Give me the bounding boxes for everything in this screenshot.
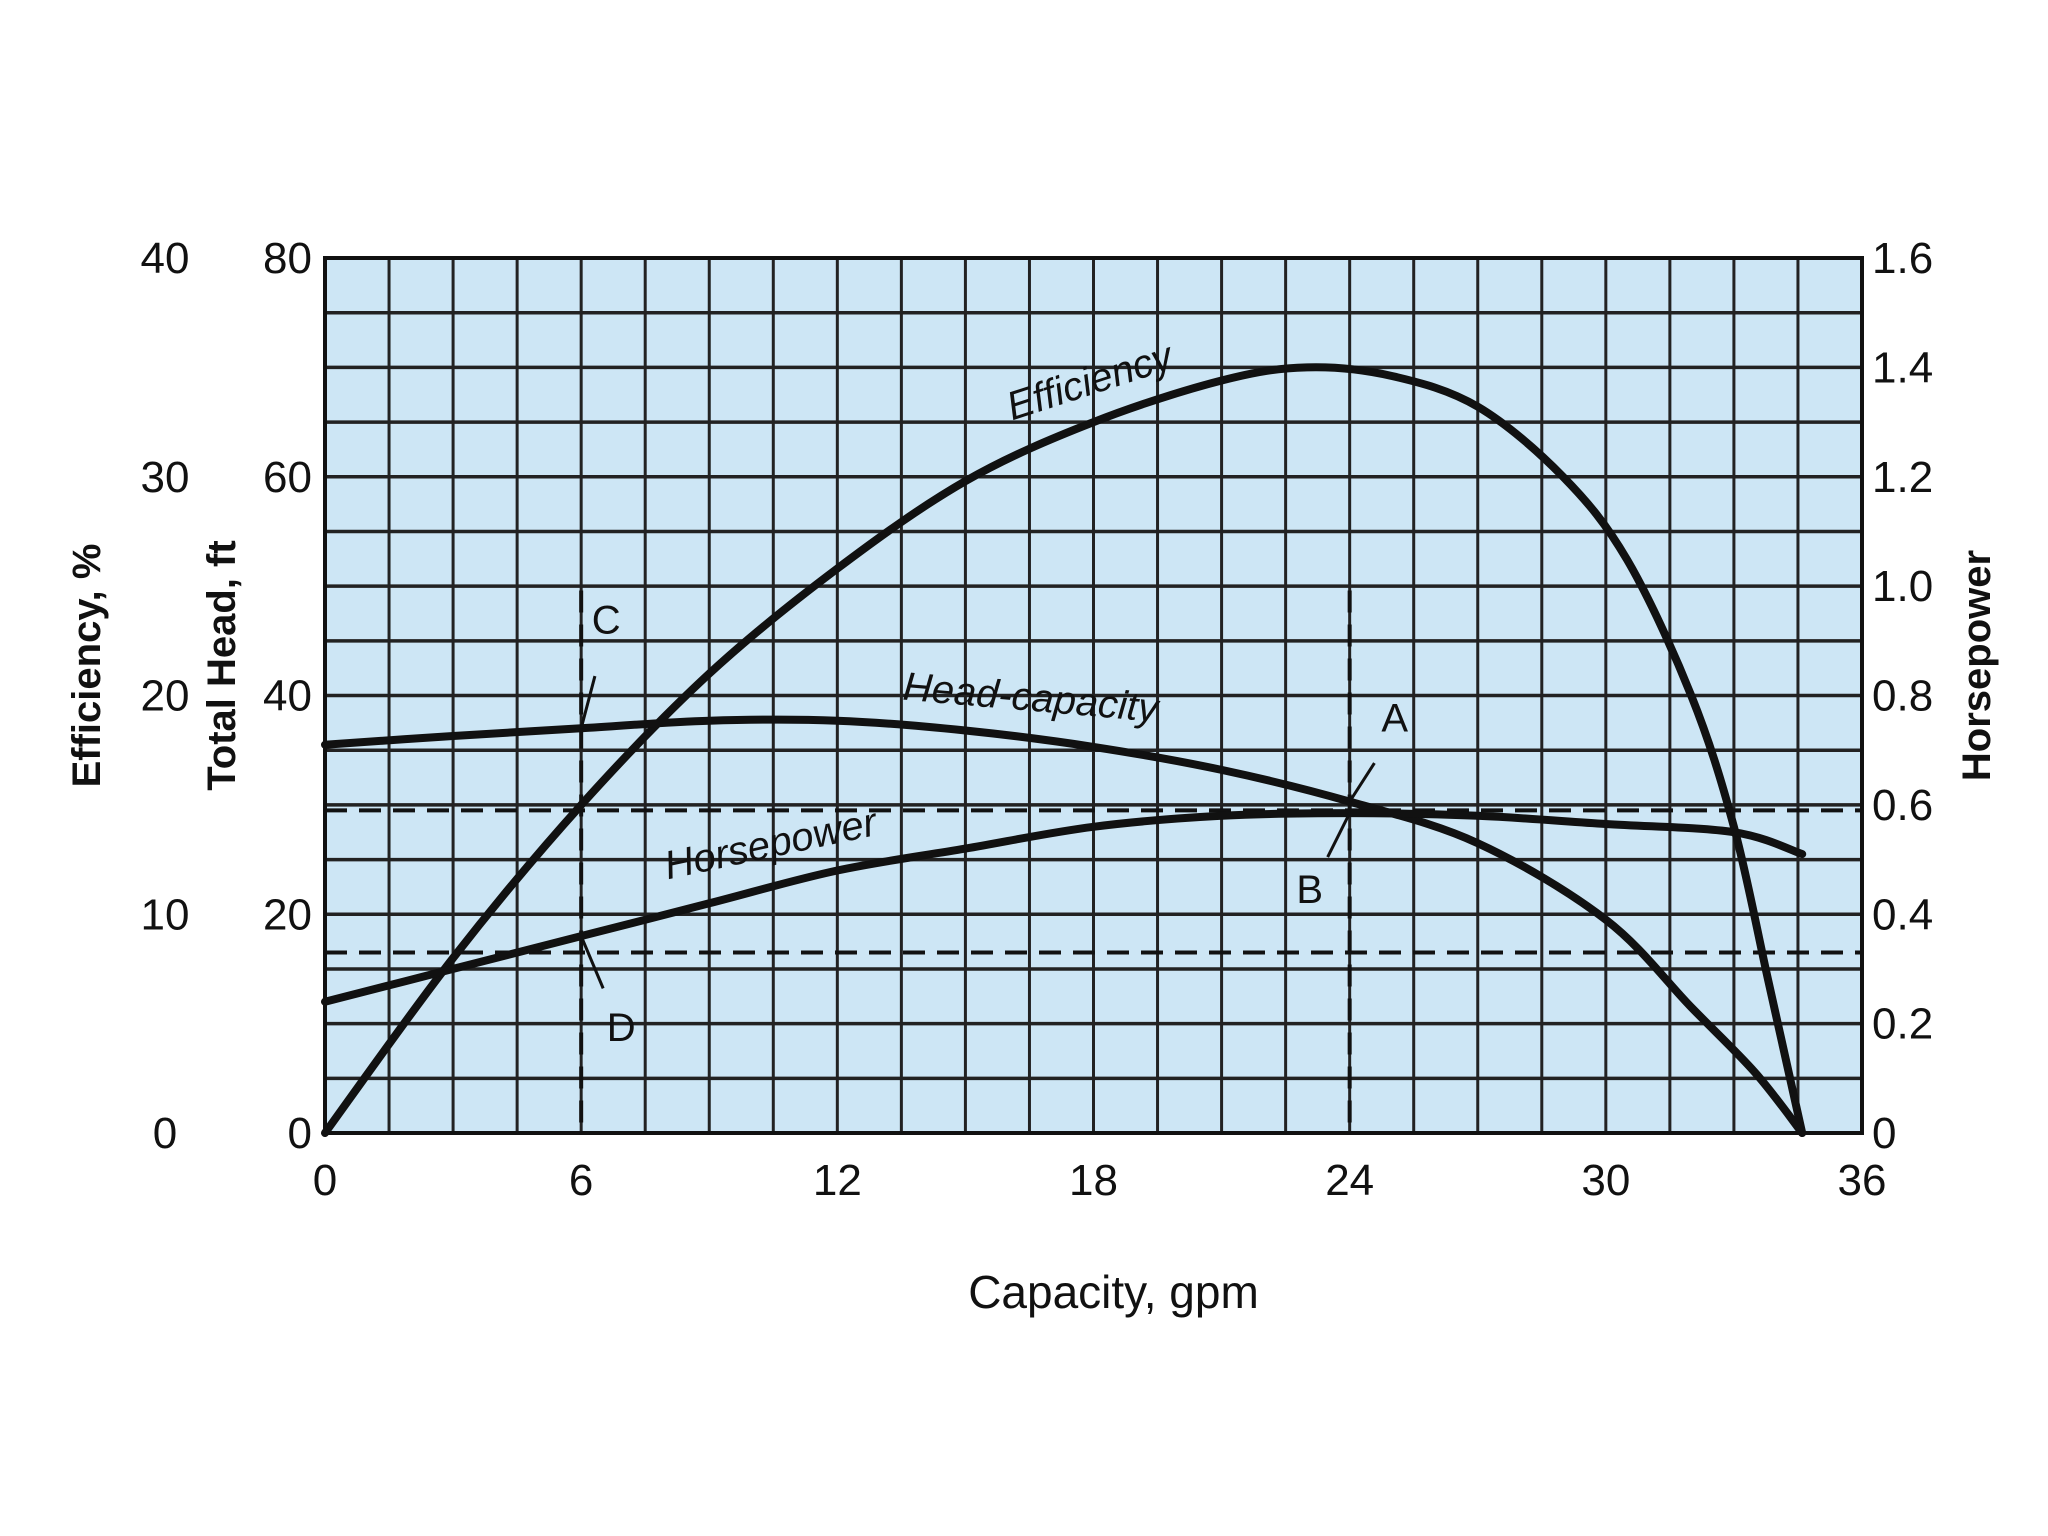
- x-tick-label: 0: [313, 1156, 337, 1205]
- point-pointer-c: [579, 675, 597, 729]
- head-axis-title: Total Head, ft: [200, 540, 244, 790]
- horsepower-tick-label: 0.8: [1872, 672, 1933, 721]
- horsepower-tick-label: 1.6: [1872, 234, 1933, 283]
- efficiency-tick-label: 40: [141, 234, 190, 283]
- x-tick-label: 30: [1581, 1156, 1630, 1205]
- horsepower-tick-label: 0.4: [1872, 890, 1933, 939]
- efficiency-axis-title: Efficiency, %: [65, 544, 109, 788]
- x-tick-label: 12: [813, 1156, 862, 1205]
- horsepower-tick-label: 0.2: [1872, 1000, 1933, 1049]
- efficiency-tick-label: 20: [141, 672, 190, 721]
- horsepower-tick-label: 1.4: [1872, 343, 1933, 392]
- efficiency-tick-label: 30: [141, 453, 190, 502]
- horsepower-tick-label: 0.6: [1872, 781, 1933, 830]
- x-tick-label: 6: [569, 1156, 593, 1205]
- point-pointer-a: [1348, 762, 1376, 803]
- x-axis-title: Capacity, gpm: [968, 1266, 1259, 1318]
- tick-labels: 0 6 12 18 24 30 3601020304002040608000.20.40.6…: [141, 234, 1934, 1205]
- horsepower-tick-label: 1.0: [1872, 562, 1933, 611]
- x-tick-label: 36: [1838, 1156, 1887, 1205]
- series-line-efficiency: [321, 363, 1807, 1137]
- horsepower-tick-label: 0: [1872, 1109, 1896, 1158]
- grid: [325, 258, 1862, 1133]
- head-tick-label: 80: [263, 234, 312, 283]
- horsepower-tick-label: 1.2: [1872, 453, 1933, 502]
- efficiency-tick-label: 0: [153, 1109, 177, 1158]
- point-pointer-b: [1326, 812, 1352, 858]
- point-label-d: D: [607, 1006, 636, 1050]
- efficiency-tick-label: 10: [141, 890, 190, 939]
- point-label-b: B: [1296, 868, 1323, 912]
- head-tick-label: 0: [288, 1109, 312, 1158]
- head-tick-label: 60: [263, 453, 312, 502]
- horsepower-axis-title: Horsepower: [1955, 550, 1999, 781]
- point-pointer-d: [579, 935, 605, 989]
- axis-titles: Efficiency, % Total Head, ft Horsepower Cap…: [65, 540, 1999, 1318]
- series-line-horsepower: [321, 809, 1807, 1006]
- head-tick-label: 40: [263, 672, 312, 721]
- point-label-a: A: [1381, 697, 1408, 741]
- point-labels: A B C D: [579, 598, 1408, 1050]
- point-label-c: C: [592, 598, 621, 642]
- x-tick-label: 24: [1325, 1156, 1374, 1205]
- plot-frame: [323, 256, 1864, 1135]
- head-tick-label: 20: [263, 890, 312, 939]
- x-tick-label: 18: [1069, 1156, 1118, 1205]
- series-curves: [321, 363, 1807, 1137]
- series-line-head-capacity: [321, 715, 1807, 1137]
